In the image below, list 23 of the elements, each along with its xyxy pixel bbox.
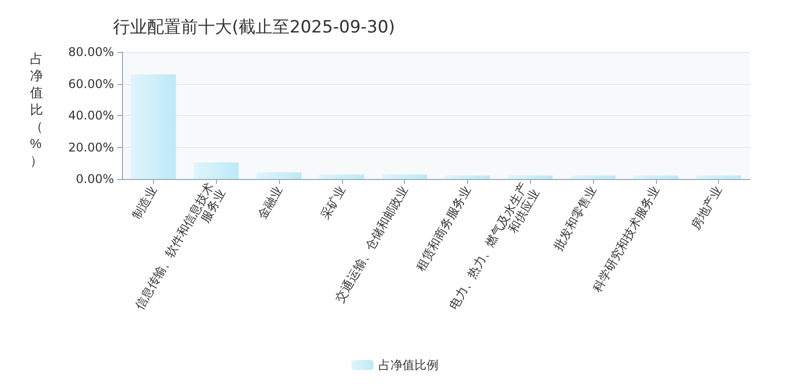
bar — [382, 174, 428, 179]
x-tick-label: 制造业 — [129, 184, 160, 222]
bar — [319, 174, 364, 179]
y-tick-label: 60.00% — [68, 76, 114, 91]
y-axis-title: 占净值比（%） — [30, 51, 43, 168]
bar — [696, 176, 742, 179]
y-tick-label: 0.00% — [76, 172, 114, 186]
bar — [130, 74, 176, 179]
y-tick-label: 80.00% — [68, 45, 114, 59]
bar — [570, 176, 616, 179]
chart-title: 行业配置前十大(截止至2025-09-30) — [113, 18, 396, 38]
bar — [633, 176, 678, 179]
bar — [508, 176, 553, 179]
bar — [256, 172, 302, 179]
bar — [194, 162, 239, 179]
x-tick-label: 批发和零售业 — [550, 184, 600, 253]
y-tick-label: 40.00% — [68, 108, 114, 122]
legend-label: 占净值比例 — [378, 358, 438, 372]
x-tick-label: 金融业 — [254, 184, 286, 222]
x-tick-label: 房地产业 — [688, 184, 725, 232]
x-tick-label: 采矿业 — [318, 184, 348, 222]
y-tick-label: 20.00% — [68, 140, 114, 154]
bar — [444, 176, 490, 179]
